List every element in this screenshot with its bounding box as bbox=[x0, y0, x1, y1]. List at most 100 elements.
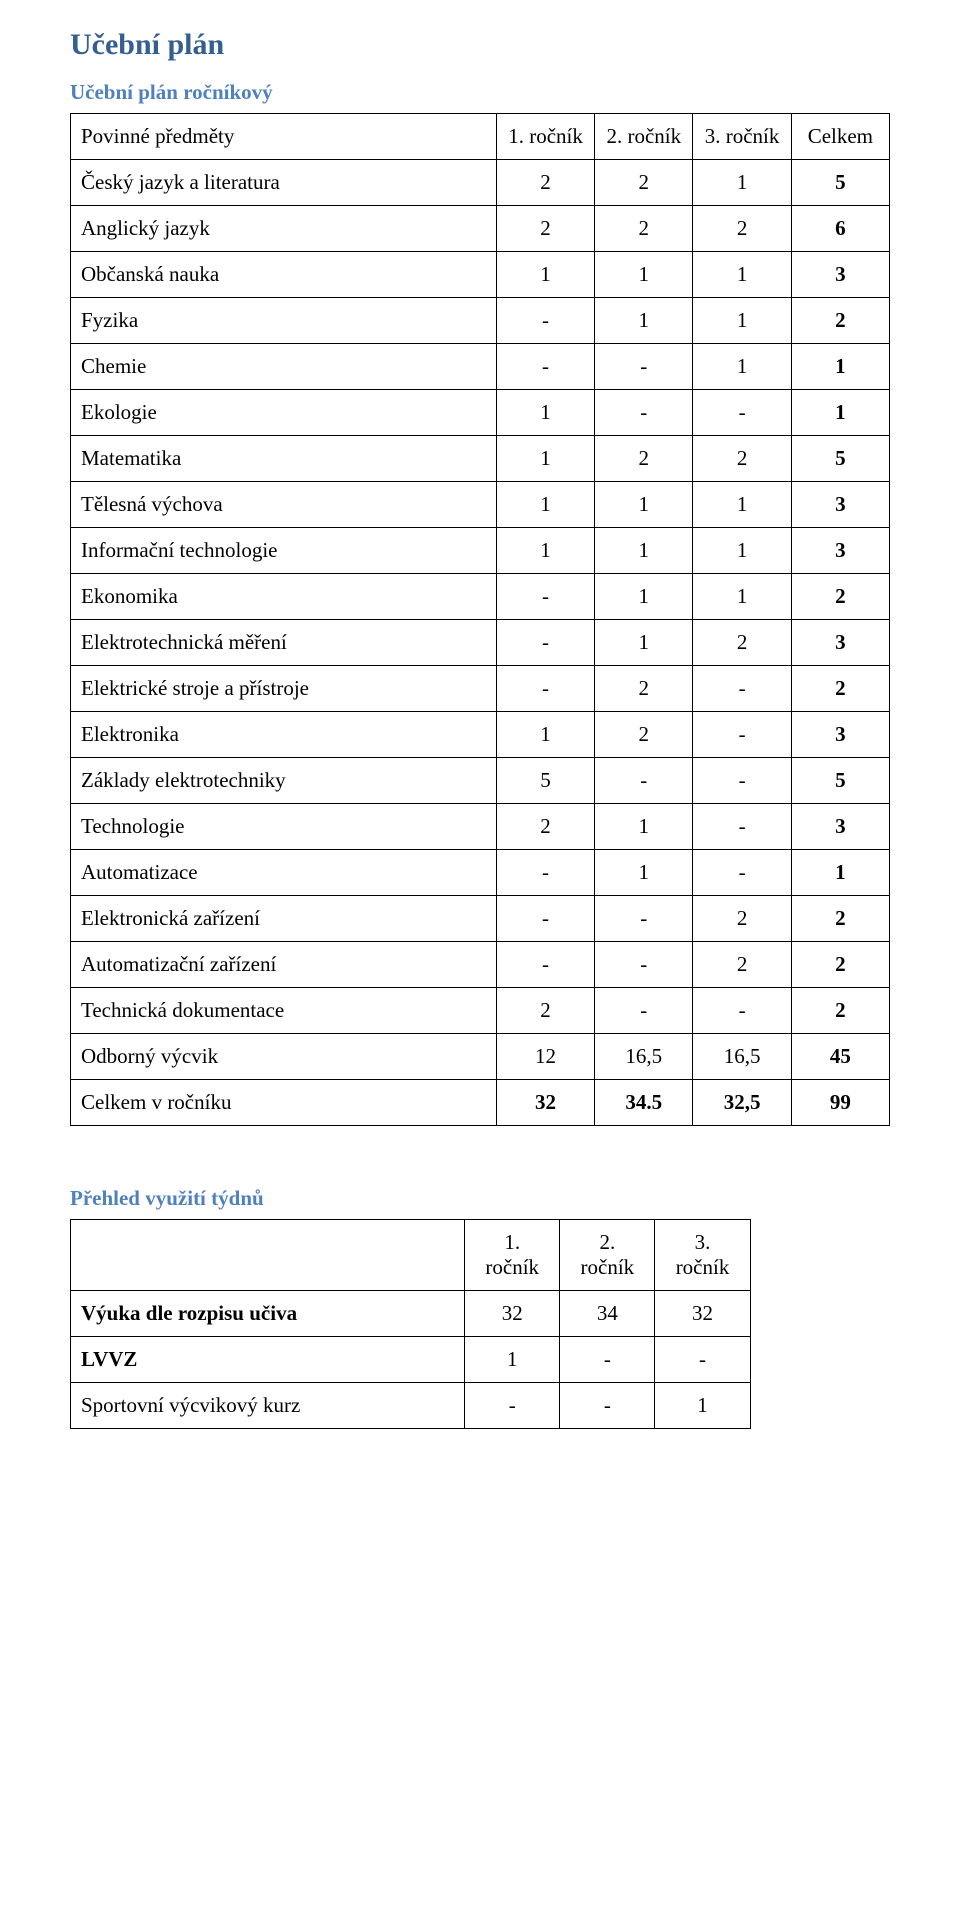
row-value: 2 bbox=[496, 160, 594, 206]
table-row: Elektrické stroje a přístroje-2-2 bbox=[71, 666, 890, 712]
row-value: - bbox=[496, 574, 594, 620]
row-label: Anglický jazyk bbox=[71, 206, 497, 252]
row-value: - bbox=[496, 896, 594, 942]
col-header-year1: 1. ročník bbox=[496, 114, 594, 160]
row-label: Výuka dle rozpisu učiva bbox=[71, 1291, 465, 1337]
row-value: - bbox=[560, 1337, 655, 1383]
row-value: - bbox=[496, 666, 594, 712]
row-value: 1 bbox=[595, 804, 693, 850]
row-label: Tělesná výchova bbox=[71, 482, 497, 528]
row-label: Sportovní výcvikový kurz bbox=[71, 1383, 465, 1429]
row-value: 1 bbox=[595, 298, 693, 344]
row-value: - bbox=[496, 344, 594, 390]
curriculum-table: Povinné předměty 1. ročník 2. ročník 3. … bbox=[70, 113, 890, 1126]
col-header-subjects: Povinné předměty bbox=[71, 114, 497, 160]
table-row: Tělesná výchova1113 bbox=[71, 482, 890, 528]
table-row: Anglický jazyk2226 bbox=[71, 206, 890, 252]
row-value: 3 bbox=[791, 252, 889, 298]
row-value: - bbox=[693, 390, 791, 436]
row-value: 2 bbox=[791, 896, 889, 942]
row-value: - bbox=[595, 896, 693, 942]
row-value: 2 bbox=[693, 942, 791, 988]
page-title: Učební plán bbox=[70, 28, 890, 62]
row-value: 1 bbox=[595, 252, 693, 298]
row-label: Odborný výcvik bbox=[71, 1034, 497, 1080]
table-header-row: 1. ročník 2. ročník 3. ročník bbox=[71, 1220, 751, 1291]
row-value: 2 bbox=[791, 666, 889, 712]
row-value: 5 bbox=[791, 160, 889, 206]
row-value: - bbox=[693, 712, 791, 758]
col-header-year2: 2. ročník bbox=[595, 114, 693, 160]
row-label: Technická dokumentace bbox=[71, 988, 497, 1034]
section-heading-2: Přehled využití týdnů bbox=[70, 1186, 890, 1211]
row-value: 1 bbox=[791, 344, 889, 390]
row-value: 32 bbox=[655, 1291, 750, 1337]
row-value: 2 bbox=[791, 942, 889, 988]
row-value: - bbox=[595, 758, 693, 804]
row-value: 32 bbox=[465, 1291, 560, 1337]
table-header-row: Povinné předměty 1. ročník 2. ročník 3. … bbox=[71, 114, 890, 160]
row-label: Celkem v ročníku bbox=[71, 1080, 497, 1126]
col-header-year1: 1. ročník bbox=[465, 1220, 560, 1291]
table-row: Sportovní výcvikový kurz--1 bbox=[71, 1383, 751, 1429]
row-label: Český jazyk a literatura bbox=[71, 160, 497, 206]
row-value: 2 bbox=[595, 666, 693, 712]
row-value: 2 bbox=[496, 804, 594, 850]
row-label: Elektrotechnická měření bbox=[71, 620, 497, 666]
row-value: - bbox=[595, 344, 693, 390]
row-value: 1 bbox=[496, 252, 594, 298]
row-label: Elektronická zařízení bbox=[71, 896, 497, 942]
row-value: 2 bbox=[496, 206, 594, 252]
row-value: - bbox=[595, 390, 693, 436]
row-label: Občanská nauka bbox=[71, 252, 497, 298]
row-label: Technologie bbox=[71, 804, 497, 850]
row-value: - bbox=[465, 1383, 560, 1429]
table-row: Elektronická zařízení--22 bbox=[71, 896, 890, 942]
row-value: 32,5 bbox=[693, 1080, 791, 1126]
row-value: - bbox=[595, 988, 693, 1034]
row-value: 1 bbox=[693, 160, 791, 206]
section-heading-1: Učební plán ročníkový bbox=[70, 80, 890, 105]
row-value: 3 bbox=[791, 528, 889, 574]
row-value: 3 bbox=[791, 620, 889, 666]
table-row: Občanská nauka1113 bbox=[71, 252, 890, 298]
row-value: - bbox=[693, 850, 791, 896]
row-value: 5 bbox=[496, 758, 594, 804]
row-value: 2 bbox=[791, 574, 889, 620]
row-label: Matematika bbox=[71, 436, 497, 482]
row-value: 1 bbox=[595, 482, 693, 528]
row-label: Ekonomika bbox=[71, 574, 497, 620]
row-value: 6 bbox=[791, 206, 889, 252]
row-label: Elektrické stroje a přístroje bbox=[71, 666, 497, 712]
row-value: 45 bbox=[791, 1034, 889, 1080]
col-header-total: Celkem bbox=[791, 114, 889, 160]
row-value: 2 bbox=[693, 620, 791, 666]
row-value: - bbox=[560, 1383, 655, 1429]
row-value: 1 bbox=[496, 712, 594, 758]
table-row: Základy elektrotechniky5--5 bbox=[71, 758, 890, 804]
table-row: Ekonomika-112 bbox=[71, 574, 890, 620]
row-value: 1 bbox=[465, 1337, 560, 1383]
table-row: Elektronika12-3 bbox=[71, 712, 890, 758]
row-value: 34.5 bbox=[595, 1080, 693, 1126]
table-row: Celkem v ročníku3234.532,599 bbox=[71, 1080, 890, 1126]
row-label: Automatizační zařízení bbox=[71, 942, 497, 988]
col-header-year3: 3. ročník bbox=[655, 1220, 750, 1291]
row-value: 2 bbox=[595, 712, 693, 758]
table-row: Technická dokumentace2--2 bbox=[71, 988, 890, 1034]
table-row: Automatizační zařízení--22 bbox=[71, 942, 890, 988]
table-row: Elektrotechnická měření-123 bbox=[71, 620, 890, 666]
row-label: Ekologie bbox=[71, 390, 497, 436]
row-value: 1 bbox=[791, 850, 889, 896]
row-label: Základy elektrotechniky bbox=[71, 758, 497, 804]
row-value: 2 bbox=[693, 896, 791, 942]
row-value: 1 bbox=[655, 1383, 750, 1429]
row-value: - bbox=[496, 942, 594, 988]
row-value: 2 bbox=[791, 988, 889, 1034]
row-label: Fyzika bbox=[71, 298, 497, 344]
row-value: 1 bbox=[693, 482, 791, 528]
table-row: Český jazyk a literatura2215 bbox=[71, 160, 890, 206]
table-row: LVVZ1-- bbox=[71, 1337, 751, 1383]
section-spacer bbox=[70, 1126, 890, 1168]
row-value: 16,5 bbox=[595, 1034, 693, 1080]
